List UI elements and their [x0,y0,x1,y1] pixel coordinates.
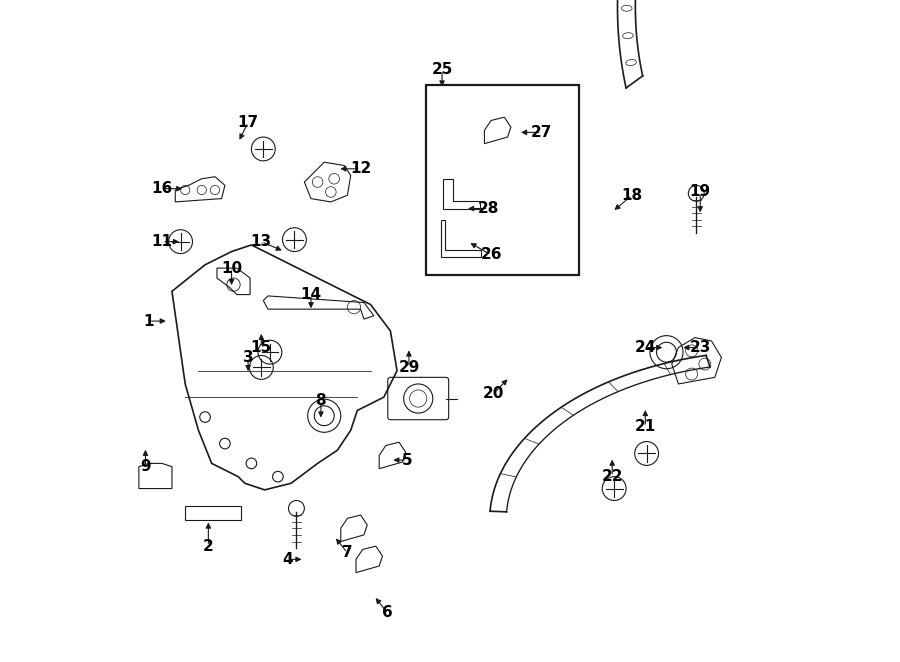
Text: 4: 4 [283,552,293,567]
Text: 6: 6 [382,605,392,620]
Text: 14: 14 [301,287,321,302]
Text: 17: 17 [238,115,258,130]
Text: 12: 12 [350,162,372,176]
Text: 2: 2 [203,539,213,553]
Text: 23: 23 [689,340,711,355]
Text: 21: 21 [634,420,656,434]
Text: 5: 5 [401,453,412,467]
Text: 20: 20 [482,387,504,401]
Text: 3: 3 [243,350,254,365]
Text: 9: 9 [140,459,151,474]
Text: 15: 15 [251,340,272,355]
Text: 26: 26 [481,248,502,262]
Text: 18: 18 [622,188,643,203]
Text: 22: 22 [601,469,623,484]
Text: 7: 7 [342,545,353,560]
Text: 1: 1 [143,314,154,328]
Text: 16: 16 [151,181,173,196]
Text: 11: 11 [151,234,173,249]
Text: 19: 19 [689,185,711,199]
Text: 25: 25 [431,62,453,77]
Text: 27: 27 [531,125,552,140]
Text: 10: 10 [221,261,242,275]
Text: 29: 29 [399,360,419,375]
Text: 28: 28 [478,201,500,216]
Text: 13: 13 [251,234,272,249]
Text: 24: 24 [634,340,656,355]
Text: 8: 8 [316,393,326,408]
